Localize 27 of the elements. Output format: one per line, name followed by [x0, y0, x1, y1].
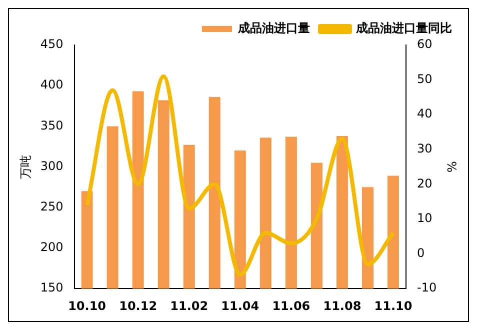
legend-label: 成品油进口量同比	[355, 21, 452, 36]
y-tick-label: 150	[40, 280, 64, 295]
x-tick-label: 11.08	[323, 298, 362, 313]
y-axis-title: 万吨	[18, 154, 32, 179]
x-tick-label: 10.10	[68, 298, 106, 313]
y-tick-label: 350	[40, 118, 64, 132]
y2-tick-label: 40	[417, 106, 432, 121]
y-tick-label: 200	[40, 240, 64, 254]
y2-tick-label: 50	[417, 72, 432, 86]
y2-tick-label: 10	[417, 211, 432, 226]
y2-tick-label: -10	[417, 280, 437, 295]
y2-axis-title: %	[444, 161, 459, 173]
y-tick-label: 450	[40, 37, 64, 52]
y2-tick-label: 60	[417, 37, 432, 52]
legend-label: 成品油进口量	[237, 21, 310, 36]
x-tick-label: 10.12	[119, 298, 158, 313]
y-tick-label: 300	[40, 158, 64, 173]
y2-tick-label: 0	[417, 246, 425, 260]
x-tick-label: 11.10	[374, 298, 412, 313]
y2-tick-label: 20	[417, 176, 432, 190]
x-tick-label: 11.04	[221, 298, 260, 313]
x-tick-label: 11.06	[272, 298, 310, 313]
x-tick-label: 11.02	[170, 298, 208, 313]
line-series	[85, 74, 396, 277]
y-tick-label: 250	[40, 200, 64, 214]
y-tick-label: 400	[40, 78, 64, 92]
y2-tick-label: 30	[417, 142, 432, 156]
